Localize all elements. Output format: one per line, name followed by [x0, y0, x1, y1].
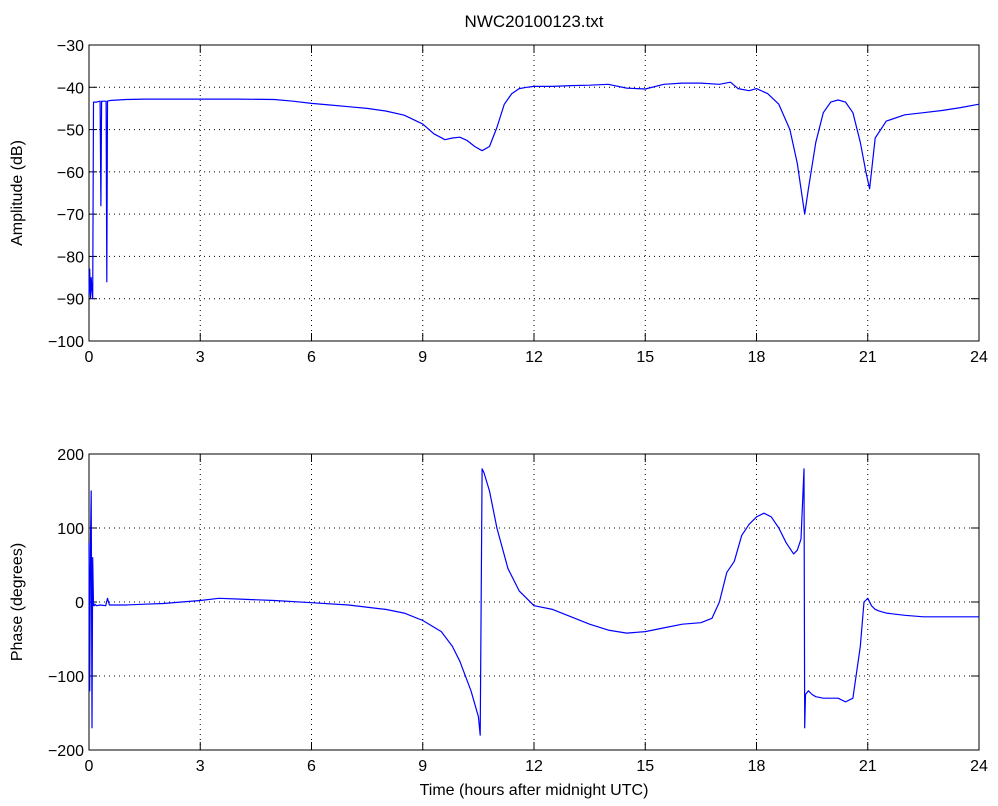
phase-y-tick-label: −200 [48, 743, 84, 760]
amplitude-y-tick-label: −80 [57, 249, 84, 266]
phase-y-axis-label: Phase (degrees) [9, 543, 26, 661]
amplitude-axes-frame [88, 44, 980, 342]
amplitude-y-tick-label: −40 [57, 80, 84, 97]
amplitude-x-tick-label: 21 [859, 349, 877, 366]
phase-panel: 0 3 6 9 12 15 18 21 24 −200 −100 0 100 200 Phase (degr… [9, 447, 988, 799]
amplitude-y-tick-label: −100 [48, 334, 84, 351]
phase-series-line [88, 468, 979, 736]
amplitude-y-tick-label: −90 [57, 292, 84, 309]
amplitude-x-tick-label: 9 [418, 349, 427, 366]
phase-x-tick-label: 9 [418, 758, 427, 775]
phase-y-tick-label: 200 [57, 447, 84, 464]
phase-y-tick-label: 100 [57, 521, 84, 538]
amplitude-x-tick-label: 3 [196, 349, 205, 366]
amplitude-x-tick-label: 24 [970, 349, 988, 366]
amplitude-y-axis-label: Amplitude (dB) [9, 140, 26, 246]
amplitude-x-tick-label: 0 [85, 349, 94, 366]
amplitude-x-tick-label: 12 [525, 349, 543, 366]
phase-x-tick-label: 3 [196, 758, 205, 775]
phase-x-tick-label: 15 [636, 758, 654, 775]
phase-x-tick-label: 18 [748, 758, 766, 775]
amplitude-x-tick-label: 18 [748, 349, 766, 366]
amplitude-y-tick-label: −60 [57, 165, 84, 182]
phase-x-tick-label: 0 [85, 758, 94, 775]
amplitude-x-tick-label: 6 [307, 349, 316, 366]
chart-title: NWC20100123.txt [465, 12, 604, 31]
phase-x-axis-label: Time (hours after midnight UTC) [420, 782, 649, 799]
amplitude-x-tick-label: 15 [636, 349, 654, 366]
amplitude-y-tick-label: −50 [57, 123, 84, 140]
phase-y-tick-label: −100 [48, 669, 84, 686]
amplitude-series-line [88, 81, 980, 300]
amplitude-panel: 0 3 6 9 12 15 18 21 24 −100 −90 −80 −70 −60 −50 −40 −30 A… [9, 38, 988, 366]
phase-y-tick-label: 0 [75, 595, 84, 612]
phase-x-tick-label: 12 [525, 758, 543, 775]
amplitude-y-tick-label: −30 [57, 38, 84, 55]
phase-x-tick-label: 6 [307, 758, 316, 775]
phase-x-tick-label: 24 [970, 758, 988, 775]
phase-x-tick-label: 21 [859, 758, 877, 775]
amplitude-y-tick-label: −70 [57, 207, 84, 224]
